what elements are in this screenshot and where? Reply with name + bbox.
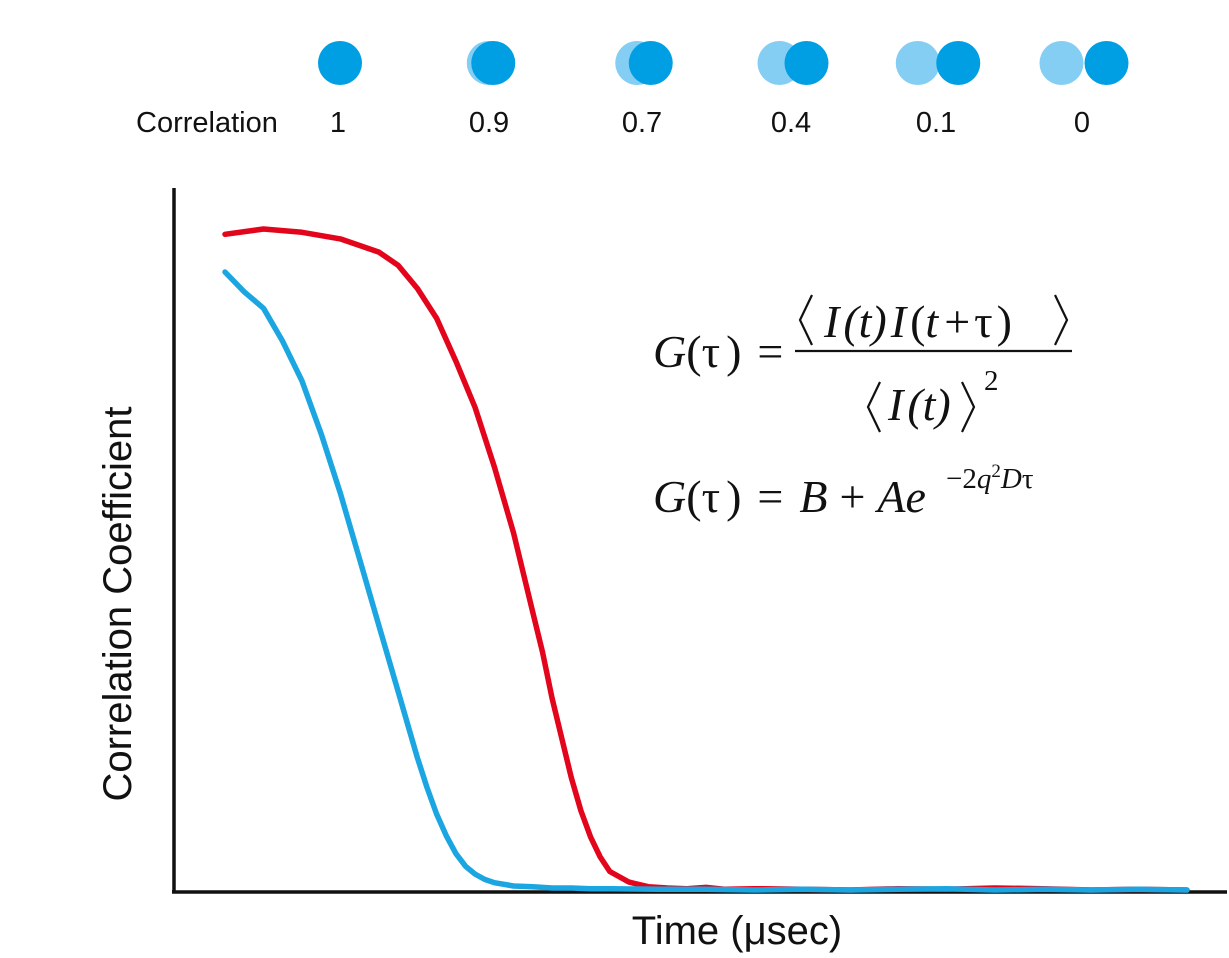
correlation-value-label: 0.7: [622, 107, 662, 139]
series-line-2: [222, 269, 1190, 893]
circle-pairs: 1 0.9 0.7 0.4 0.1 0: [318, 41, 1129, 139]
denominator-right-angle: [961, 381, 976, 433]
denominator-exponent: 2: [984, 365, 999, 397]
correlation-value-label: 0.4: [771, 107, 811, 139]
shifted-circle: [318, 41, 362, 85]
circle-pair: 0.1: [895, 41, 981, 139]
numerator-left-angle: [798, 294, 813, 346]
series-group: [222, 226, 1190, 893]
correlation-value-label: 0: [1074, 107, 1090, 139]
numerator-right-angle: [1054, 294, 1069, 346]
eq1-denominator: I(t): [887, 379, 951, 430]
denominator-left-angle: [866, 381, 881, 433]
correlation-value-label: 0.1: [916, 107, 956, 139]
x-axis-title: Time (μsec): [632, 909, 842, 953]
eq1-numerator: I(t)I(t +τ): [823, 296, 1012, 347]
circle-pair: 1: [318, 41, 362, 139]
eq2: G(τ) = B + Ae: [653, 471, 926, 522]
axes: Time (μsec) Correlation Coefficient: [96, 188, 1227, 953]
eq2-exponent: −2q2Dτ: [946, 461, 1034, 495]
shifted-circle: [471, 41, 516, 85]
shifted-circle: [1084, 41, 1129, 85]
correlation-header: Correlation 1 0.9 0.7 0.4 0.1 0: [136, 41, 1129, 139]
shifted-circle: [628, 41, 673, 85]
shifted-circle: [936, 41, 981, 85]
shifted-circle: [784, 41, 829, 85]
correlation-value-label: 0.9: [469, 107, 509, 139]
circle-pair: 0.4: [757, 41, 829, 139]
reference-circle: [1039, 41, 1084, 85]
y-axis-title: Correlation Coefficient: [96, 406, 140, 801]
circle-pair: 0: [1039, 41, 1129, 139]
eq1-lhs: G(τ) =: [653, 326, 783, 377]
circle-pair: 0.9: [466, 41, 516, 139]
equations: G(τ) = I(t)I(t +τ) I(t) 2 G(τ) = B + Ae −2q2Dτ: [653, 294, 1072, 522]
correlation-value-label: 1: [330, 107, 346, 139]
correlation-label: Correlation: [136, 107, 278, 139]
reference-circle: [895, 41, 940, 85]
circle-pair: 0.7: [615, 41, 673, 139]
